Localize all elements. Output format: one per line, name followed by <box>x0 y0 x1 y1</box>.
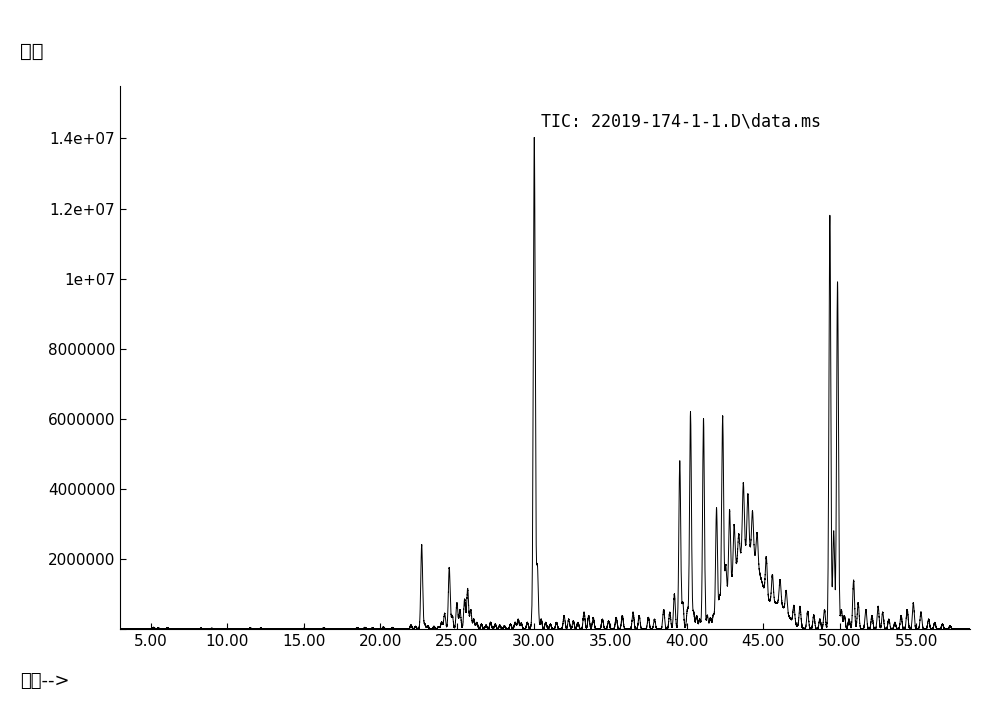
Text: TIC: 22019-174-1-1.D\data.ms: TIC: 22019-174-1-1.D\data.ms <box>541 112 821 130</box>
Text: 时间-->: 时间--> <box>20 672 70 691</box>
Text: 丰度: 丰度 <box>20 42 44 61</box>
